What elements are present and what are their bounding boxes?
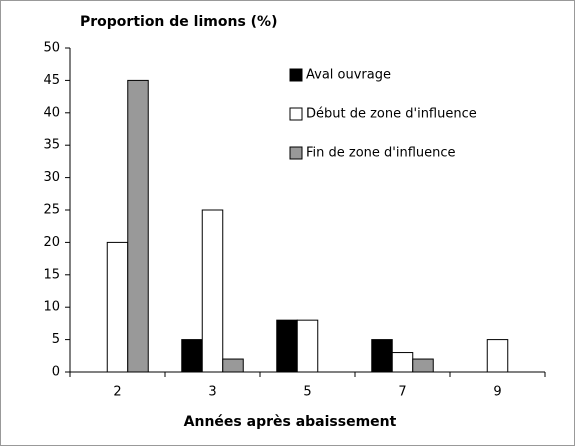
y-tick-label: 10 [43,300,60,315]
x-tick-label: 2 [113,385,121,400]
legend-label: Fin de zone d'influence [306,146,456,161]
y-tick-label: 35 [43,138,60,153]
bar [296,319,319,373]
legend-label: Aval ouvrage [306,68,391,83]
y-tick-label: 45 [43,73,60,88]
y-tick-label: 15 [43,267,60,282]
bar [371,339,393,373]
legend-swatch [289,68,303,82]
bar [412,358,434,373]
y-tick-label: 20 [43,235,60,250]
bar [391,352,414,373]
legend-swatch [289,146,303,160]
x-tick-label: 7 [398,385,406,400]
bar [486,339,509,373]
y-tick-label: 50 [43,41,60,56]
x-tick-label: 9 [493,385,501,400]
chart-title: Proportion de limons (%) [80,14,277,30]
bar [222,358,244,373]
legend-label: Début de zone d'influence [306,107,477,122]
y-tick-label: 25 [43,203,60,218]
bar [181,339,203,373]
x-axis-label: Années après abaissement [184,414,397,430]
legend-swatch [289,107,303,121]
y-tick-label: 40 [43,105,60,120]
y-tick-label: 0 [52,365,60,380]
x-tick-label: 5 [303,385,311,400]
bar [201,209,224,373]
y-tick-label: 5 [52,332,60,347]
x-tick-label: 3 [208,385,216,400]
bar [276,319,298,373]
bar [106,241,129,373]
y-tick-label: 30 [43,170,60,185]
bar [127,79,149,373]
